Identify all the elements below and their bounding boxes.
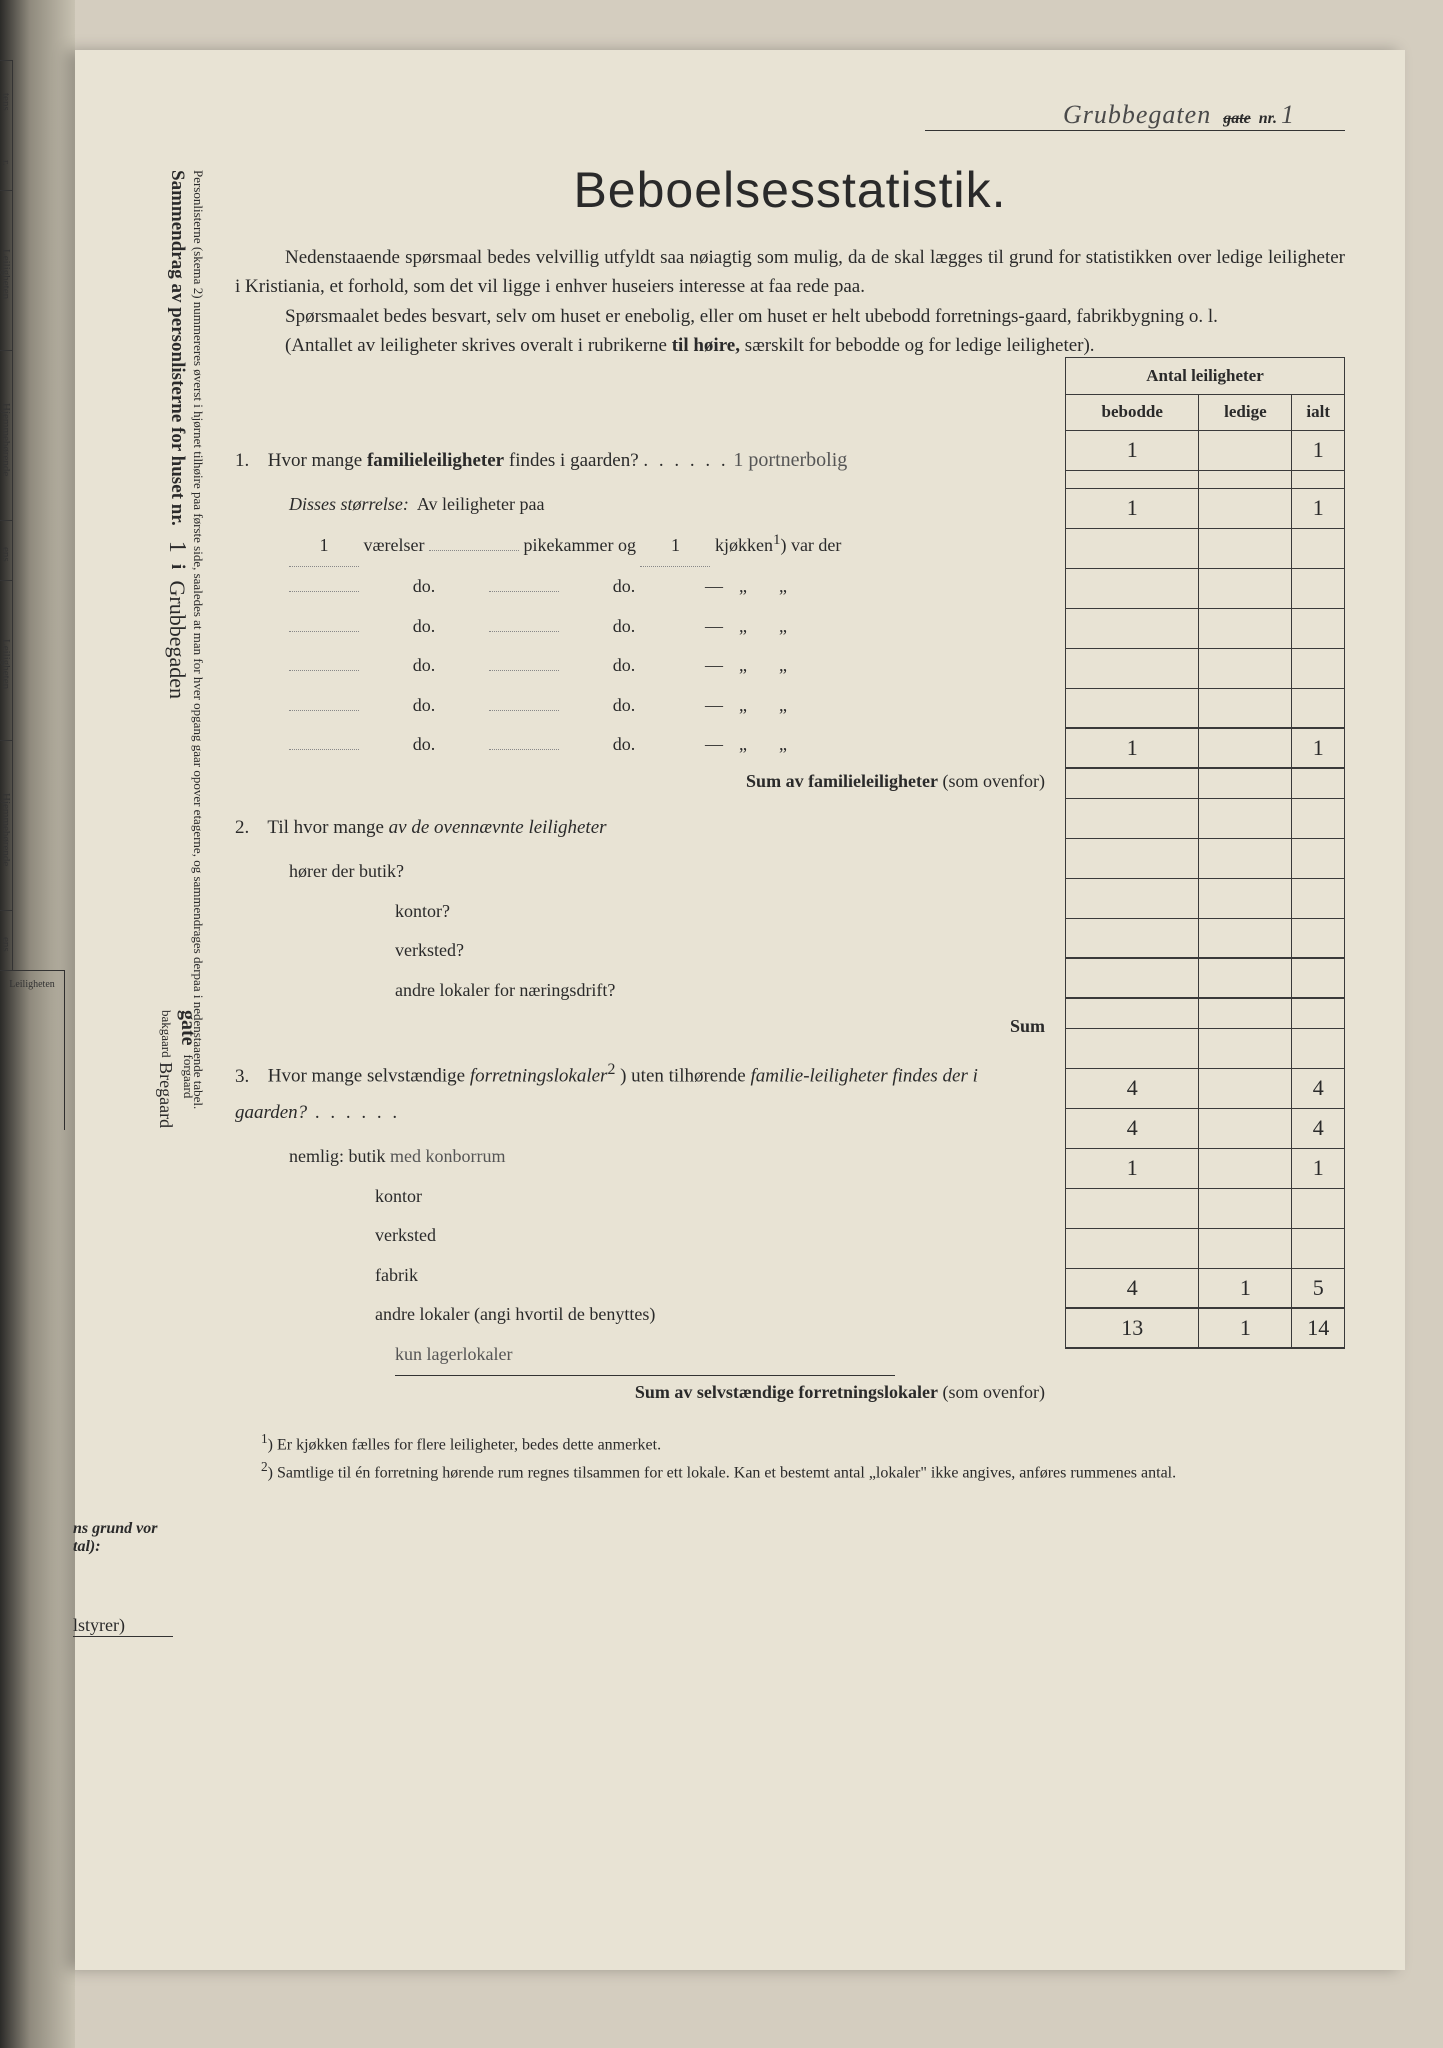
table-row: 415: [1066, 1268, 1345, 1308]
tal-text: tal):: [73, 1538, 101, 1555]
edge-text: Leiligheten: [9, 979, 55, 1130]
kjok-b: ) var der: [780, 535, 841, 555]
questions-section: Antal leiligheter bebodde ledige ialt 11…: [235, 381, 1345, 1403]
q1-bold: familieleiligheter: [367, 450, 504, 471]
q1-handwritten: 1 portnerbolig: [733, 449, 847, 471]
col-ialt: ialt: [1292, 394, 1345, 430]
q3-hand-butik: med konborrum: [390, 1146, 505, 1166]
bakgaard-hand: Bregaard: [156, 1062, 176, 1128]
footnote-2: 2) Samtlige til én forretning hørende ru…: [235, 1457, 1345, 1485]
edge-text: Hjemmehørende: [0, 793, 12, 866]
table-row: [1066, 470, 1345, 488]
left-cutoff-column: tens r. Leiligheten Hjemmehørende ens Le…: [0, 60, 65, 1960]
document-page: Sammendrag av personlisterne for huset n…: [75, 50, 1405, 1970]
vaer-label: værelser: [364, 535, 425, 555]
sum3-label: Sum av selvstændige forretningslokaler: [635, 1382, 938, 1402]
q3-sum: Sum av selvstændige forretningslokaler (…: [235, 1382, 1345, 1403]
table-row: 44: [1066, 1068, 1345, 1108]
disses-label: Disses størrelse:: [289, 494, 409, 514]
q1-text2: findes i gaarden?: [509, 450, 639, 471]
nr-label: nr.: [1259, 110, 1277, 127]
count-table: Antal leiligheter bebodde ledige ialt 11…: [1065, 357, 1345, 1350]
page-title: Beboelsesstatistik.: [235, 161, 1345, 219]
kjok-label: kjøkken: [715, 535, 773, 555]
edge-text: tens: [0, 93, 12, 111]
side-i: i: [167, 564, 188, 569]
intro-p3a: (Antallet av leiligheter skrives overalt…: [285, 335, 672, 356]
intro-p1: Nedenstaaende spørsmaal bedes velvillig …: [235, 243, 1345, 302]
edge-text: ens: [0, 937, 12, 952]
q3-hand-andre: kun lagerlokaler: [395, 1335, 895, 1376]
table-row: [1066, 1188, 1345, 1228]
forgaard-label: forgaard: [181, 1055, 196, 1099]
table-row: [1066, 648, 1345, 688]
side-hand-street: Grubbegaden: [165, 581, 190, 700]
edge-text: Leiligheten: [0, 639, 12, 689]
table-row: [1066, 838, 1345, 878]
table-row: [1066, 918, 1345, 958]
table-row: [1066, 608, 1345, 648]
table-row: [1066, 768, 1345, 798]
intro-p3b: til høire,: [672, 335, 740, 356]
table-row: 44: [1066, 1108, 1345, 1148]
side-note: Personlisterne (skema 2) nummereres øver…: [191, 170, 206, 1109]
q2-text: Til hvor mange: [267, 817, 388, 838]
edge-text: r.: [0, 160, 12, 166]
sum1-label: Sum av familieleiligheter: [746, 771, 938, 791]
vaer-value: 1: [289, 526, 359, 567]
footnotes: 1) Er kjøkken fælles for flere leilighet…: [235, 1429, 1345, 1486]
header-street-line: Grubbegaten gate nr. 1: [925, 100, 1345, 131]
side-gate-block: gate forgaard bakgaard Bregaard: [155, 1010, 199, 1128]
footnote-1: 1) Er kjøkken fælles for flere leilighet…: [235, 1429, 1345, 1457]
grund-text: ns grund vor: [73, 1520, 157, 1537]
table-row: [1066, 798, 1345, 838]
table-sum-row: 13114: [1066, 1308, 1345, 1348]
intro-p3c: særskilt for bebodde og for ledige leili…: [745, 335, 1095, 356]
edge-text: Hjemmehørende: [0, 403, 12, 476]
edge-text: Leiligheten: [0, 249, 12, 299]
table-row: [1066, 998, 1345, 1028]
table-row: [1066, 528, 1345, 568]
q2-em: av de ovennævnte leiligheter: [389, 817, 607, 838]
kjok-value: 1: [640, 526, 710, 567]
intro-p2: Spørsmaalet bedes besvart, selv om huset…: [235, 302, 1345, 331]
q3-text2: ) uten tilhørende: [620, 1066, 750, 1087]
pike-label: pikekammer og: [523, 535, 635, 555]
street-handwritten: Grubbegaten: [1063, 100, 1211, 129]
col-ledige: ledige: [1199, 394, 1292, 430]
q3-sup: 2: [607, 1061, 615, 1078]
table-row: 11: [1066, 1148, 1345, 1188]
table-row: [1066, 568, 1345, 608]
sum3-paren: (som ovenfor): [943, 1382, 1045, 1402]
grund-label: ns grund vor tal):: [73, 1520, 157, 1556]
table-row: [1066, 878, 1345, 918]
sum2-label: Sum: [1010, 1016, 1045, 1036]
intro-block: Nedenstaaende spørsmaal bedes velvillig …: [235, 243, 1345, 361]
table-sum-row: [1066, 958, 1345, 998]
q3-text: Hvor mange selvstændige: [268, 1066, 470, 1087]
table-row: [1066, 688, 1345, 728]
gate-struck: gate: [1223, 110, 1251, 127]
nr-value: 1: [1281, 100, 1295, 129]
table-sum-row: 11: [1066, 728, 1345, 768]
sum1-paren: (som ovenfor): [943, 771, 1045, 791]
gate-label: gate: [177, 1010, 199, 1046]
table-row: 11: [1066, 430, 1345, 470]
grund-handwritten: lstyrer): [73, 1615, 173, 1637]
q1-text: Hvor mange: [268, 450, 367, 471]
q3-em: forretningslokaler: [470, 1066, 608, 1087]
table-row: 11: [1066, 488, 1345, 528]
side-hand-nr: 1: [164, 541, 190, 553]
table-row: [1066, 1228, 1345, 1268]
side-title: Sammendrag av personlisterne for huset n…: [167, 170, 188, 526]
col-bebodde: bebodde: [1066, 394, 1199, 430]
table-header: Antal leiligheter: [1066, 357, 1345, 394]
table-row: [1066, 1028, 1345, 1068]
edge-text: ens: [0, 547, 12, 562]
bakgaard-label: bakgaard: [159, 1010, 174, 1058]
av-label: Av leiligheter paa: [417, 494, 545, 514]
side-note-vertical: Personlisterne (skema 2) nummereres øver…: [189, 170, 239, 1070]
